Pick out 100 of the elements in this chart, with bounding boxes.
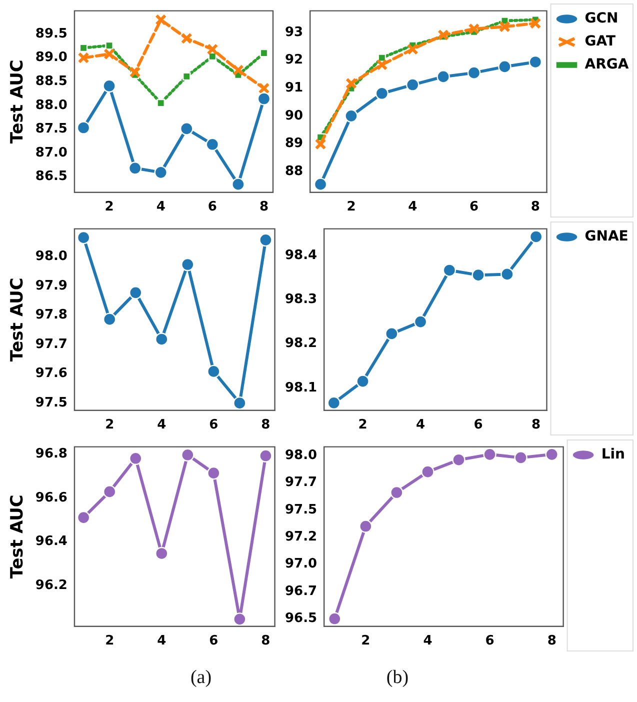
point: [436, 70, 450, 84]
point: [76, 230, 90, 244]
point: [181, 258, 194, 272]
x-tick-label: 4: [157, 634, 166, 649]
x-tick-label: 6: [208, 200, 217, 215]
y-tick-label: 98.2: [284, 336, 318, 352]
x-tick-label: 2: [105, 634, 114, 649]
point: [78, 52, 90, 64]
y-tick-label: 97.5: [284, 502, 318, 518]
point: [442, 264, 456, 277]
y-tick-label: 98.4: [284, 248, 318, 264]
point: [102, 485, 116, 498]
x-tick-label: 4: [408, 200, 418, 215]
point: [328, 612, 342, 626]
y-tick-label: 97.7: [284, 475, 318, 490]
x-tick-label: 4: [423, 634, 432, 649]
y-axis-title: Test AUC: [8, 494, 28, 579]
x-tick-label: 4: [157, 418, 166, 433]
point: [233, 396, 246, 410]
x-tick-label: 2: [358, 418, 368, 433]
y-tick-label: 92: [284, 52, 304, 68]
point: [155, 332, 168, 346]
point: [259, 449, 272, 462]
y-tick-label: 90: [284, 108, 304, 124]
x-tick-label: 6: [469, 200, 479, 215]
point: [406, 78, 420, 92]
point: [155, 14, 167, 26]
x-tick-label: 8: [261, 418, 270, 433]
y-tick-label: 88: [284, 164, 304, 179]
point: [129, 286, 142, 300]
point: [76, 510, 90, 524]
point: [182, 72, 191, 81]
point: [483, 448, 496, 462]
point: [128, 162, 142, 175]
point: [259, 233, 272, 247]
text: (a): [189, 667, 213, 689]
point: [500, 268, 514, 281]
legend-label: Lin: [601, 446, 625, 463]
x-tick-label: 2: [346, 200, 356, 215]
point: [375, 86, 389, 100]
y-tick-label: 98.1: [284, 380, 318, 396]
y-tick-label: 97.5: [35, 395, 68, 410]
x-tick-label: 8: [261, 634, 270, 649]
point: [154, 166, 168, 180]
x-tick-label: 6: [209, 634, 218, 649]
point: [498, 60, 512, 74]
y-tick-label: 97.9: [35, 278, 68, 294]
x-tick-label: 6: [474, 418, 483, 433]
x-tick-label: 2: [105, 418, 114, 433]
point: [359, 520, 372, 533]
point: [102, 312, 116, 326]
y-tick-label: 93: [284, 24, 304, 40]
legend-label: GAT: [584, 34, 616, 50]
y-tick-label: 96.2: [35, 578, 68, 594]
x-tick-label: 4: [416, 418, 426, 433]
x-tick-label: 8: [259, 200, 268, 215]
x-tick-label: 4: [156, 200, 166, 215]
point: [232, 64, 244, 76]
y-tick-label: 88.5: [35, 74, 68, 90]
point: [468, 23, 480, 35]
point: [155, 546, 168, 560]
x-tick-label: 8: [547, 634, 556, 649]
y-tick-label: 91: [284, 80, 304, 96]
point: [467, 66, 481, 80]
point: [529, 230, 543, 244]
y-tick-label: 96.6: [35, 490, 68, 506]
point: [257, 92, 271, 106]
y-tick-label: 88.0: [35, 98, 68, 113]
y-tick-label: 89.5: [35, 26, 68, 42]
x-tick-label: 2: [361, 634, 370, 649]
y-axis-title: Test AUC: [8, 60, 28, 144]
point: [207, 364, 220, 378]
point: [452, 453, 466, 466]
x-tick-label: 8: [532, 418, 541, 433]
y-tick-label: 86.5: [35, 169, 68, 184]
y-tick-label: 97.0: [284, 556, 318, 572]
point: [356, 374, 370, 388]
point: [390, 486, 404, 500]
y-axis-title: Test AUC: [8, 278, 28, 362]
point: [181, 448, 194, 462]
point: [206, 44, 218, 56]
point: [472, 268, 485, 282]
y-tick-label: 98.0: [35, 249, 68, 264]
y-tick-label: 97.7: [35, 336, 68, 352]
y-tick-label: 96.5: [284, 611, 318, 626]
point: [414, 315, 428, 328]
point: [345, 78, 357, 90]
x-tick-label: 6: [485, 634, 494, 649]
point: [421, 465, 434, 478]
point: [232, 178, 245, 191]
point: [206, 138, 220, 151]
point: [129, 66, 141, 78]
y-tick-label: 97.8: [35, 308, 68, 323]
point: [344, 109, 358, 123]
legend-label: GNAE: [584, 228, 628, 245]
point: [376, 59, 388, 70]
point: [180, 122, 194, 136]
point: [102, 79, 116, 93]
x-tick-label: 2: [104, 200, 114, 215]
point: [545, 448, 558, 462]
